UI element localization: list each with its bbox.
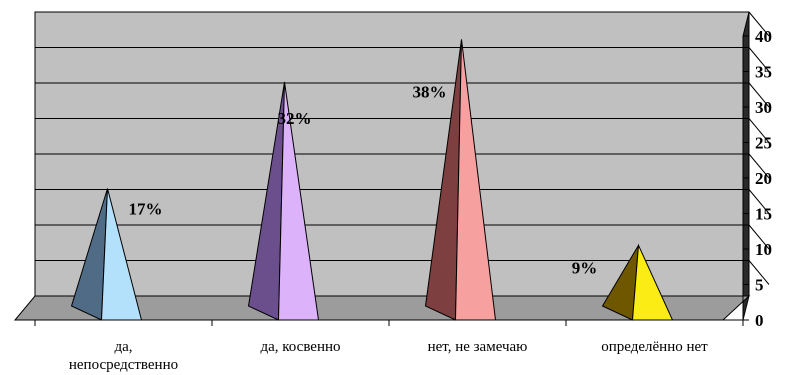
y-tick-label: 15: [755, 205, 772, 224]
data-label: 32%: [278, 109, 312, 128]
gridline-side: [748, 260, 770, 285]
y-tick-label: 5: [755, 276, 764, 295]
gridline-side: [748, 153, 770, 179]
pyramid-right-face: [454, 39, 497, 321]
pyramid-right-face: [100, 188, 143, 321]
category-label: определённо нет: [601, 339, 708, 355]
y-tick-label: 25: [755, 134, 772, 153]
pyramid-series: [70, 39, 674, 321]
axes: [34, 35, 749, 326]
y-tick-label: 30: [755, 98, 772, 117]
gridline-side: [748, 118, 770, 143]
data-label: 38%: [413, 82, 447, 101]
y-tick-label: 40: [755, 27, 772, 46]
gridlines: [35, 11, 770, 285]
pyramid-right-face: [631, 243, 674, 321]
gridline-side: [748, 189, 770, 214]
pyramid-right-face: [277, 81, 320, 321]
y-tick-label: 0: [755, 311, 764, 330]
data-label: 17%: [129, 200, 163, 219]
y-tick-label: 35: [755, 63, 772, 82]
y-tick-label: 10: [755, 240, 772, 259]
gridline-side: [748, 82, 770, 108]
gridline-side: [748, 11, 770, 37]
category-label: нет, не замечаю: [428, 339, 528, 355]
category-label: да, косвенно: [260, 339, 340, 355]
category-label: да,: [114, 339, 132, 355]
y-tick-label: 20: [755, 169, 772, 188]
labels: 0 5 10 15 20 25 30 35 40 да, непосредственно да, ко…: [69, 27, 772, 373]
category-label: непосредственно: [69, 357, 178, 373]
gridline-side: [748, 47, 770, 72]
gridline-side: [748, 224, 770, 250]
side-wall: [742, 11, 750, 321]
data-label: 9%: [572, 258, 598, 277]
